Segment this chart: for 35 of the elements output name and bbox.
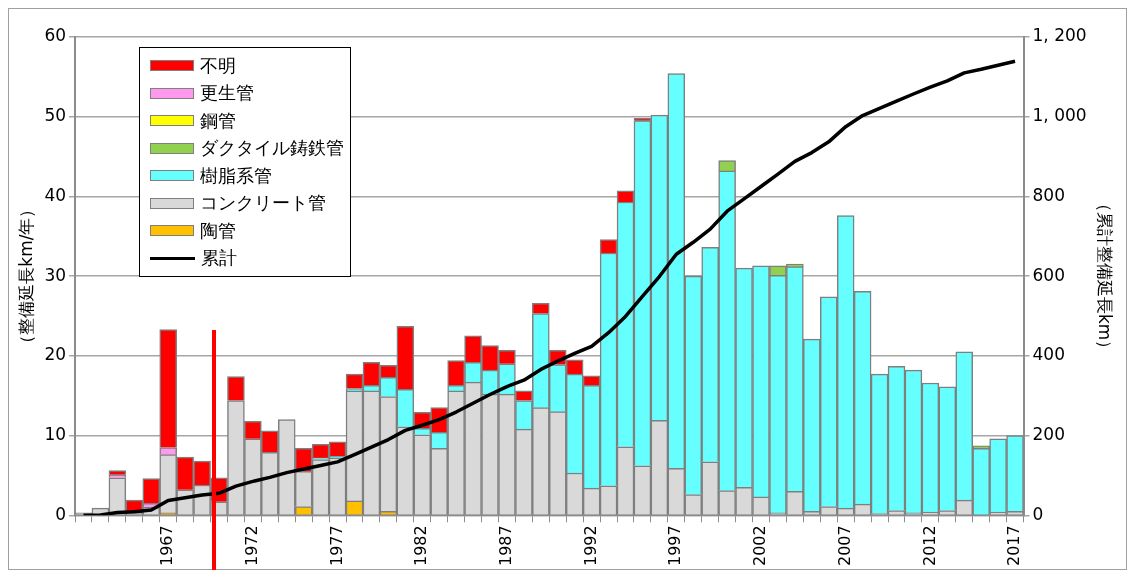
- legend-label: 不明: [200, 53, 236, 78]
- legend-label: コンクリート管: [200, 191, 326, 216]
- y2-tick-label: 0: [1032, 503, 1044, 524]
- y-tick-label: 60: [44, 25, 67, 46]
- x-tick-label: 1992: [580, 525, 600, 566]
- x-tick-label: 1967: [157, 525, 177, 566]
- x-tick-label: 1972: [242, 525, 262, 566]
- x-tick-label: 1987: [496, 525, 516, 566]
- legend-label: ダクタイル鋳鉄管: [200, 136, 344, 161]
- y-tick-label: 30: [44, 264, 67, 285]
- y-tick-label: 40: [44, 184, 67, 205]
- y2-tick-label: 400: [1032, 344, 1065, 365]
- y2-tick-label: 800: [1032, 184, 1065, 205]
- y2-tick-label: 1, 200: [1032, 25, 1087, 46]
- y2-tick-label: 200: [1032, 423, 1065, 444]
- x-tick-label: 2012: [919, 525, 939, 566]
- y-tick-label: 20: [44, 344, 67, 365]
- x-tick-label: 1977: [326, 525, 346, 566]
- y-tick-label: 50: [44, 105, 67, 126]
- legend-label: 鋼管: [200, 108, 236, 133]
- legend-label: 更生管: [200, 81, 254, 106]
- x-tick-label: 1982: [411, 525, 431, 566]
- legend-label: 陶管: [200, 218, 236, 243]
- x-tick-label: 2017: [1004, 525, 1024, 566]
- x-tick-label: 1997: [665, 525, 685, 566]
- y-tick-label: 10: [44, 423, 67, 444]
- y2-axis-title: （累計整備延長km）: [1095, 194, 1116, 358]
- y-tick-label: 0: [55, 503, 67, 524]
- y2-tick-label: 1, 000: [1032, 105, 1087, 126]
- legend-label: 累計: [201, 246, 237, 271]
- x-tick-label: 2002: [750, 525, 770, 566]
- x-tick-label: 2007: [834, 525, 854, 566]
- y-axis-title: （整備延長km/年）: [15, 200, 36, 352]
- legend-label: 樹脂系管: [200, 163, 272, 188]
- y2-tick-label: 600: [1032, 264, 1065, 285]
